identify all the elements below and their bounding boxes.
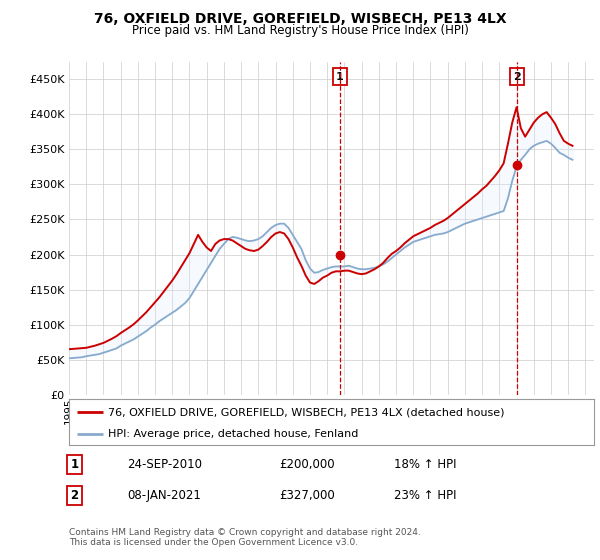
Text: Contains HM Land Registry data © Crown copyright and database right 2024.
This d: Contains HM Land Registry data © Crown c… — [69, 528, 421, 547]
Text: 18% ↑ HPI: 18% ↑ HPI — [395, 458, 457, 471]
Text: 76, OXFIELD DRIVE, GOREFIELD, WISBECH, PE13 4LX: 76, OXFIELD DRIVE, GOREFIELD, WISBECH, P… — [94, 12, 506, 26]
Text: £200,000: £200,000 — [279, 458, 335, 471]
Text: 1: 1 — [336, 72, 344, 82]
Text: 2: 2 — [513, 72, 521, 82]
Text: 08-JAN-2021: 08-JAN-2021 — [127, 489, 200, 502]
Text: 2: 2 — [70, 489, 79, 502]
Text: £327,000: £327,000 — [279, 489, 335, 502]
Text: Price paid vs. HM Land Registry's House Price Index (HPI): Price paid vs. HM Land Registry's House … — [131, 24, 469, 37]
Text: 1: 1 — [70, 458, 79, 471]
Text: 76, OXFIELD DRIVE, GOREFIELD, WISBECH, PE13 4LX (detached house): 76, OXFIELD DRIVE, GOREFIELD, WISBECH, P… — [109, 407, 505, 417]
Text: HPI: Average price, detached house, Fenland: HPI: Average price, detached house, Fenl… — [109, 429, 359, 438]
Text: 24-SEP-2010: 24-SEP-2010 — [127, 458, 202, 471]
Text: 23% ↑ HPI: 23% ↑ HPI — [395, 489, 457, 502]
